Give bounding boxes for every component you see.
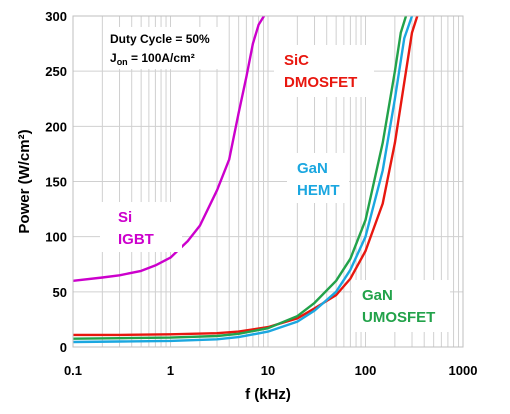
y-tick-label: 50	[53, 285, 67, 300]
series-label-0-line-1: IGBT	[118, 231, 154, 248]
y-tick-label: 200	[45, 119, 67, 134]
series-label-2-line-1: HEMT	[297, 182, 340, 199]
series-label-background	[100, 202, 182, 252]
y-tick-label: 250	[45, 64, 67, 79]
plot-frame	[72, 15, 464, 348]
series-label-1-line-0: SiC	[284, 52, 309, 69]
labels: Si IGBT SiC DMOSFET GaN HEMT GaN UMOSFET Duty Cy…	[100, 27, 450, 332]
annotation-current-density: Jon = 100A/cm²	[110, 51, 195, 67]
x-tick-label: 100	[355, 363, 377, 378]
series-label-background	[352, 280, 450, 332]
x-tick-label: 1000	[449, 363, 478, 378]
series-label-0-line-0: Si	[118, 209, 132, 226]
series-label-2-line-0: GaN	[297, 160, 328, 177]
x-tick-label: 0.1	[64, 363, 82, 378]
series-label-3-line-1: UMOSFET	[362, 309, 435, 326]
series-label-background	[274, 45, 374, 97]
x-tick-label: 1	[167, 363, 174, 378]
annotation-duty-cycle: Duty Cycle = 50%	[110, 32, 210, 46]
annotation-background	[104, 27, 222, 69]
y-tick-label: 0	[60, 340, 67, 355]
y-tick-label: 150	[45, 175, 67, 190]
x-axis-label: f (kHz)	[245, 386, 291, 403]
y-axis-label: Power (W/cm²)	[16, 129, 33, 233]
series-label-3-line-0: GaN	[362, 287, 393, 304]
x-tick-label: 10	[261, 363, 275, 378]
y-tick-label: 100	[45, 230, 67, 245]
series-line-0	[73, 16, 266, 282]
y-tick-label: 300	[45, 9, 67, 24]
series-line-3	[73, 16, 408, 340]
series-lines	[73, 16, 419, 344]
axes: 0 50 100 150 200 250 300 0.1 1 10 100 1000 f (kHz) Po…	[16, 9, 477, 403]
series-label-background	[287, 153, 349, 203]
series-label-1-line-1: DMOSFET	[284, 74, 357, 91]
series-line-2	[73, 16, 414, 344]
